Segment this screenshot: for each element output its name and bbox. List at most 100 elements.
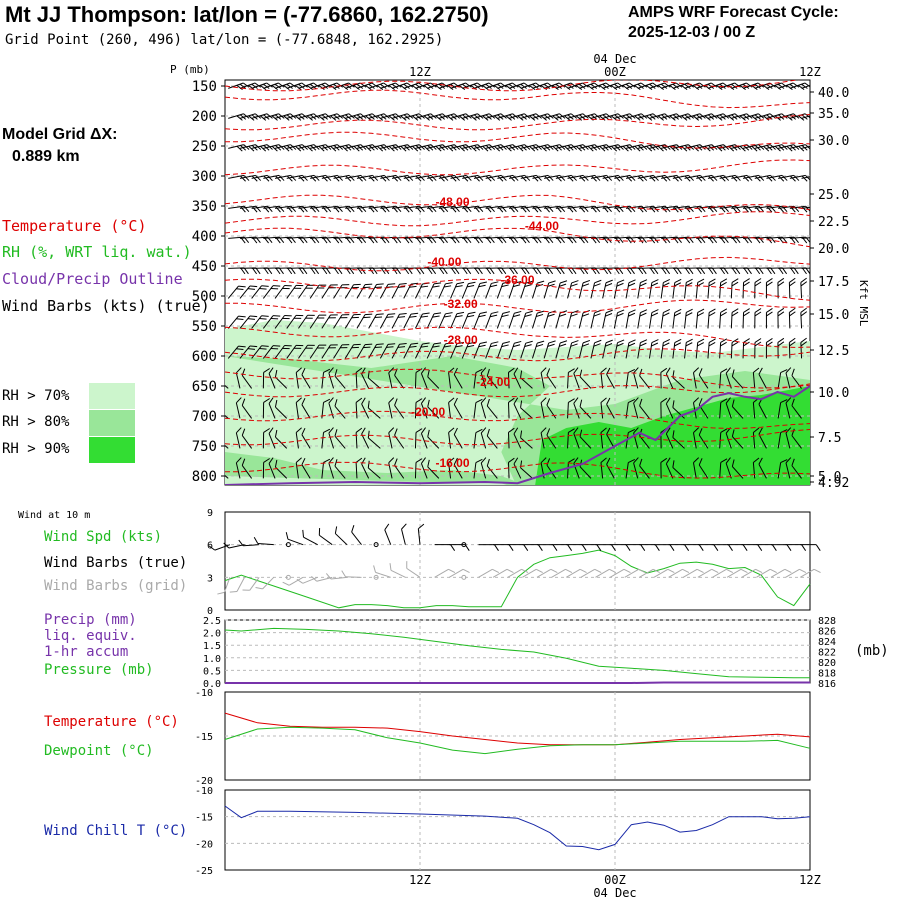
wind-barb <box>310 205 332 213</box>
wind-tick-label: 3 <box>207 573 213 584</box>
wind-barb <box>625 279 636 299</box>
bottom-time-label: 12Z <box>409 873 431 887</box>
wind-barb <box>544 174 566 182</box>
windchill-tick-label: -20 <box>195 839 213 850</box>
precip-tick-label: 1.5 <box>203 641 221 652</box>
wind-barb <box>788 307 796 329</box>
wind-barb <box>473 398 483 419</box>
wind-barb <box>344 283 361 299</box>
wind-barb <box>403 342 419 359</box>
wind-barb <box>758 457 767 479</box>
temperature-legend: Temperature (°C) <box>44 714 179 730</box>
wind-barb <box>531 340 545 359</box>
wind-barb <box>777 429 788 449</box>
wind-barb <box>225 377 229 389</box>
wind-barb <box>295 457 302 479</box>
wind-barb <box>752 457 760 479</box>
surface-grid-barb <box>624 568 646 578</box>
wind-barb <box>742 113 765 121</box>
wind-barb <box>268 367 276 389</box>
wind-barb <box>473 281 488 299</box>
legend-rh80-swatch <box>89 410 135 436</box>
wind-barb <box>785 367 792 389</box>
wind-barb <box>508 310 522 329</box>
wind-barb <box>274 285 292 299</box>
wind-barb <box>298 82 320 91</box>
wind-barb <box>262 398 270 419</box>
wind-barb <box>573 427 580 449</box>
wind-barb <box>356 313 373 329</box>
wind-barb <box>485 311 499 329</box>
surface-wind-barb <box>683 544 704 551</box>
wind-barb <box>801 236 810 239</box>
model-grid-label: Model Grid ΔX: <box>2 126 118 143</box>
wind-barb <box>507 457 515 479</box>
wind-barb <box>660 397 668 419</box>
wind-barb <box>355 457 363 479</box>
wind-barb <box>777 369 788 389</box>
wind-barb <box>344 343 361 359</box>
wind-barb <box>785 397 792 419</box>
wind-barb <box>665 427 674 449</box>
calm-circle <box>373 542 379 548</box>
wind-barb <box>274 399 288 419</box>
isotherm-line <box>225 383 810 398</box>
wind-barb <box>602 174 624 182</box>
height-tick-label: 7.5 <box>818 431 841 446</box>
wind-barb <box>415 205 437 213</box>
isotherm-line <box>225 410 810 430</box>
wind-barb <box>420 397 428 419</box>
wind-barb <box>286 284 304 299</box>
wind-barb <box>707 338 716 359</box>
wind-barb <box>380 205 402 213</box>
surface-wind-barb <box>624 544 646 551</box>
wind-barb <box>719 398 728 419</box>
surface-wind-barb <box>610 544 631 551</box>
forecast-cycle: AMPS WRF Forecast Cycle: 2025-12-03 / 00… <box>628 3 839 43</box>
wind-barb <box>426 342 442 359</box>
wind-barb <box>298 174 320 182</box>
wind-barb <box>225 407 229 419</box>
wind-barb <box>473 174 496 182</box>
surface-wind-barb <box>334 526 348 546</box>
wind-barb <box>801 267 810 269</box>
wind-barb <box>321 344 338 359</box>
surface-wind-barb <box>478 544 499 551</box>
wind-barb <box>590 82 613 91</box>
wind-barb <box>497 82 519 91</box>
wind-barb <box>450 341 465 359</box>
wind-barb <box>602 205 624 213</box>
wind-barb <box>485 281 499 299</box>
wind-barb <box>263 174 285 182</box>
wind-barb <box>513 427 522 449</box>
surface-wind-barb <box>401 523 407 545</box>
wind-barb <box>497 174 519 182</box>
wind-barb <box>485 205 507 213</box>
surface-grid-barb <box>325 573 347 580</box>
wind-barb <box>461 311 476 329</box>
surface-wind-barb <box>595 544 616 551</box>
isotherm-label: -32.00 <box>444 297 478 311</box>
pressure-line <box>224 627 810 679</box>
legend-cloud-outline: Cloud/Precip Outline <box>2 270 183 288</box>
wind-barb <box>309 314 327 329</box>
wind-barb <box>496 281 510 299</box>
wind-barb <box>263 205 285 213</box>
wind-barb <box>379 343 396 359</box>
wind-barb <box>403 174 425 182</box>
forecast-cycle-label: AMPS WRF Forecast Cycle: <box>628 4 839 21</box>
isotherm-line <box>225 368 810 389</box>
wind-barb <box>251 345 269 359</box>
surface-wind-barb <box>285 532 304 546</box>
top-time-label: 00Z <box>604 65 626 79</box>
wind-barb <box>328 397 335 419</box>
windchill-legend: Wind Chill T (°C) <box>44 823 188 839</box>
forecast-cycle-value: 2025-12-03 / 00 Z <box>628 24 756 41</box>
wind-barb <box>301 457 311 479</box>
wind-barb <box>286 314 304 329</box>
wind-barb <box>578 279 591 299</box>
wind-barb <box>567 340 579 359</box>
wind-barb <box>286 174 308 182</box>
wind-barb <box>262 458 270 479</box>
wind-barb <box>578 339 591 359</box>
